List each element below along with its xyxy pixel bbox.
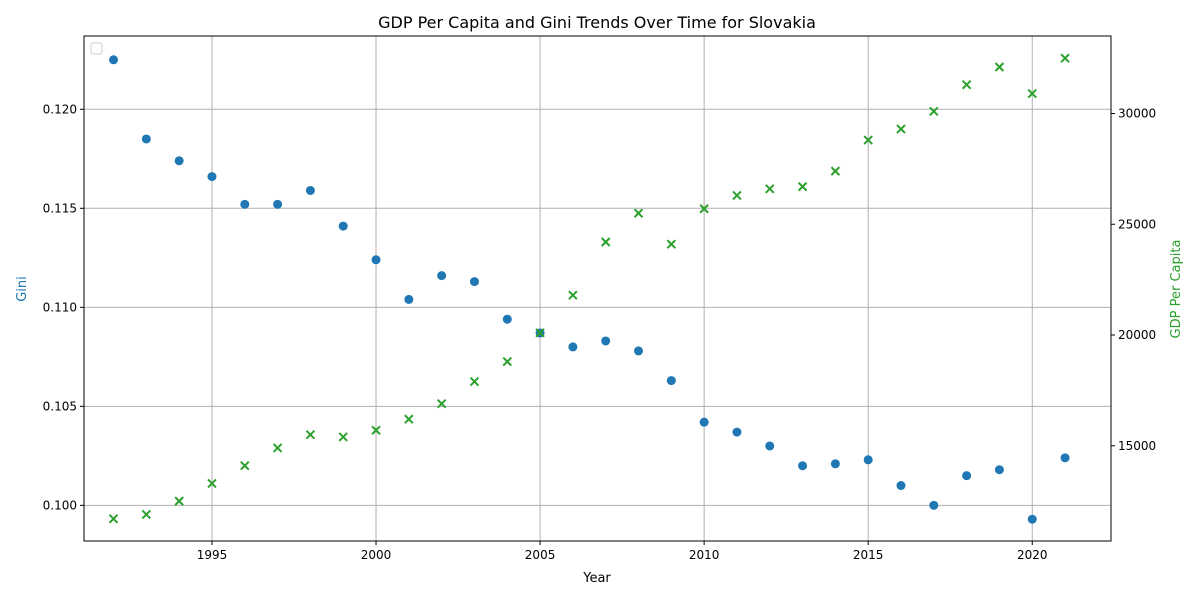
gdp-point xyxy=(502,356,512,367)
gini-point xyxy=(141,134,151,144)
x-tick-label: 1995 xyxy=(197,548,228,562)
gdp-point xyxy=(765,184,775,194)
gini-point xyxy=(732,427,742,437)
gini-point xyxy=(469,277,479,287)
gdp-point xyxy=(1060,53,1070,63)
gini-point xyxy=(962,471,972,481)
gdp-point xyxy=(699,204,709,214)
gdp-point xyxy=(436,398,447,409)
gdp-point xyxy=(568,290,578,300)
gini-point xyxy=(404,294,414,304)
gini-point xyxy=(634,346,644,356)
x-tick-label: 2000 xyxy=(361,548,392,562)
gdp-point xyxy=(371,425,381,435)
gdp-point xyxy=(797,181,808,192)
x-tick-label: 2010 xyxy=(689,548,720,562)
gdp-point xyxy=(240,460,250,471)
y-right-tick-label: 20000 xyxy=(1118,328,1156,342)
y-left-tick-label: 0.115 xyxy=(43,201,77,215)
gini-point xyxy=(896,481,906,491)
x-axis-label: Year xyxy=(582,571,611,586)
gini-point xyxy=(240,199,250,209)
gdp-point xyxy=(305,429,316,440)
gdp-point xyxy=(863,135,873,145)
gini-point xyxy=(1060,453,1070,463)
gdp-point xyxy=(469,376,480,387)
y-right-tick-label: 25000 xyxy=(1118,217,1156,231)
gini-point xyxy=(273,199,283,209)
gini-point xyxy=(929,500,939,510)
gdp-point xyxy=(272,443,283,453)
y-axis-label-left: Gini xyxy=(15,276,30,302)
gdp-point xyxy=(666,239,677,249)
gini-point xyxy=(109,55,119,65)
gdp-point xyxy=(338,432,348,442)
y-left-tick-label: 0.110 xyxy=(43,300,77,314)
gini-point xyxy=(502,314,512,324)
gdp-point xyxy=(896,124,906,134)
gini-point xyxy=(601,336,611,346)
gini-point xyxy=(338,221,348,231)
gini-point xyxy=(437,271,447,281)
y-left-tick-label: 0.105 xyxy=(43,399,77,413)
gdp-point xyxy=(404,414,414,424)
gini-point xyxy=(371,255,381,265)
gdp-point xyxy=(961,80,972,90)
gdp-point xyxy=(830,166,841,176)
gdp-point xyxy=(108,514,119,524)
gdp-point xyxy=(535,328,545,338)
gdp-point xyxy=(1027,88,1037,99)
chart-title: GDP Per Capita and Gini Trends Over Time… xyxy=(378,13,816,32)
gini-point xyxy=(305,185,315,195)
y-left-tick-label: 0.100 xyxy=(43,498,77,512)
gini-point xyxy=(765,441,775,451)
gdp-point xyxy=(207,478,217,489)
gini-point xyxy=(1027,514,1037,524)
plot-area-frame xyxy=(83,35,1112,542)
gdp-point xyxy=(174,496,184,506)
y-axis-label-right: GDP Per Capita xyxy=(1169,240,1184,339)
gdp-point xyxy=(929,106,939,117)
y-right-tick-label: 15000 xyxy=(1118,439,1156,453)
gini-point xyxy=(207,172,217,182)
gdp-point xyxy=(732,190,742,201)
y-right-tick-label: 30000 xyxy=(1118,107,1156,121)
gini-point xyxy=(174,156,184,166)
x-tick-label: 2005 xyxy=(525,548,556,562)
gdp-point xyxy=(141,509,152,520)
x-tick-label: 2020 xyxy=(1017,548,1048,562)
gdp-point xyxy=(600,237,611,247)
y-left-tick-label: 0.120 xyxy=(43,102,77,116)
gini-point xyxy=(863,455,873,465)
legend-box[interactable] xyxy=(90,42,103,55)
gdp-point xyxy=(633,208,644,218)
gini-point xyxy=(994,465,1004,475)
x-tick-label: 2015 xyxy=(853,548,884,562)
gini-point xyxy=(798,461,808,471)
gini-point xyxy=(666,376,676,386)
gini-point xyxy=(830,459,840,469)
gini-point xyxy=(568,342,578,352)
gini-point xyxy=(699,417,709,427)
gdp-point xyxy=(994,62,1005,72)
